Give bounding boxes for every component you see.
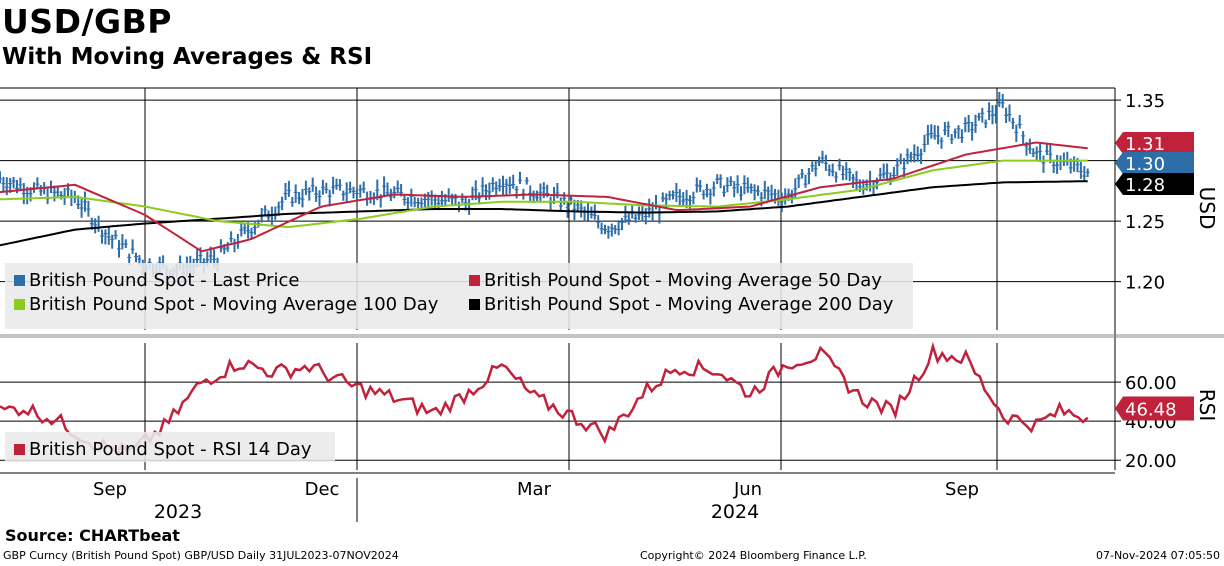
x-tick-label: Mar <box>517 479 552 500</box>
chart-title: USD/GBP <box>2 2 172 41</box>
year-label: 2024 <box>711 501 759 523</box>
last-value-tag-label: 1.30 <box>1125 154 1165 175</box>
rsi-y-tick-label: 20.00 <box>1125 451 1177 472</box>
footer-timestamp: 07-Nov-2024 07:05:50 <box>1095 549 1220 562</box>
legend-label: British Pound Spot - Moving Average 200 … <box>484 294 894 315</box>
y-tick-label: 1.20 <box>1125 273 1165 294</box>
legend-label: British Pound Spot - Last Price <box>29 270 300 291</box>
rsi-axis-title: RSI <box>1195 389 1219 422</box>
last-value-tag-label: 1.31 <box>1125 134 1165 155</box>
rsi-legend-box <box>5 432 335 462</box>
x-tick-label: Sep <box>93 479 127 500</box>
legend-label: British Pound Spot - Moving Average 50 D… <box>484 270 882 291</box>
legend-swatch <box>14 275 25 286</box>
legend-label: British Pound Spot - RSI 14 Day <box>29 439 312 460</box>
ma-100-line <box>0 159 1088 228</box>
y-tick-label: 1.25 <box>1125 212 1165 233</box>
x-tick-label: Dec <box>305 479 340 500</box>
rsi-last-value-tag-label: 46.48 <box>1125 399 1177 420</box>
footer-copyright: Copyright© 2024 Bloomberg Finance L.P. <box>640 549 867 562</box>
rsi-line <box>0 341 1089 457</box>
year-label: 2023 <box>154 501 202 523</box>
rsi-last-value-tag <box>1115 396 1194 421</box>
footer-security: GBP Curncy (British Pound Spot) GBP/USD … <box>3 549 399 562</box>
source-label: Source: CHARTbeat <box>5 526 180 545</box>
last-value-tag <box>1115 152 1194 174</box>
last-value-tag <box>1115 173 1194 195</box>
ma-200-line <box>0 180 1088 247</box>
last-value-tag <box>1115 132 1194 154</box>
y-axis-title: USD <box>1195 187 1219 230</box>
last-value-tag-label: 1.28 <box>1125 175 1165 196</box>
x-tick-label: Sep <box>945 479 979 500</box>
legend-box <box>5 263 913 329</box>
chart-canvas: 1.201.251.301.3520.0040.0060.00USDRSISep… <box>0 87 1224 523</box>
rsi-y-tick-label: 60.00 <box>1125 373 1177 394</box>
y-tick-label: 1.35 <box>1125 91 1165 112</box>
x-tick-label: Jun <box>733 479 762 500</box>
legend-swatch <box>14 299 25 310</box>
legend-swatch <box>469 299 480 310</box>
legend-swatch <box>14 444 25 455</box>
ma-50-line <box>0 141 1088 253</box>
chart-subtitle: With Moving Averages & RSI <box>2 44 373 70</box>
price-bars <box>0 92 1090 282</box>
legend-swatch <box>469 275 480 286</box>
legend-label: British Pound Spot - Moving Average 100 … <box>29 294 439 315</box>
